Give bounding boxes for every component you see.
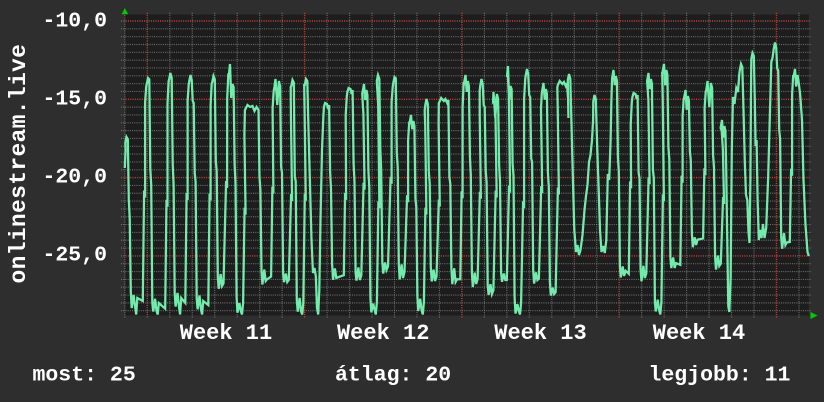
svg-text:legjobb: 11: legjobb: 11 [649,364,791,388]
svg-text:Week 13: Week 13 [494,321,586,346]
svg-text:most: 25: most: 25 [33,364,136,388]
svg-text:Week 12: Week 12 [337,321,429,346]
svg-text:-10,0: -10,0 [42,10,107,34]
svg-text:onlinestream.live: onlinestream.live [6,44,32,284]
svg-text:-25,0: -25,0 [42,244,107,268]
svg-text:Week 14: Week 14 [653,321,745,346]
svg-text:átlag: 20: átlag: 20 [335,364,451,388]
svg-text:-20,0: -20,0 [42,166,107,190]
svg-text:Week 11: Week 11 [180,321,272,346]
svg-text:-15,0: -15,0 [42,88,107,112]
